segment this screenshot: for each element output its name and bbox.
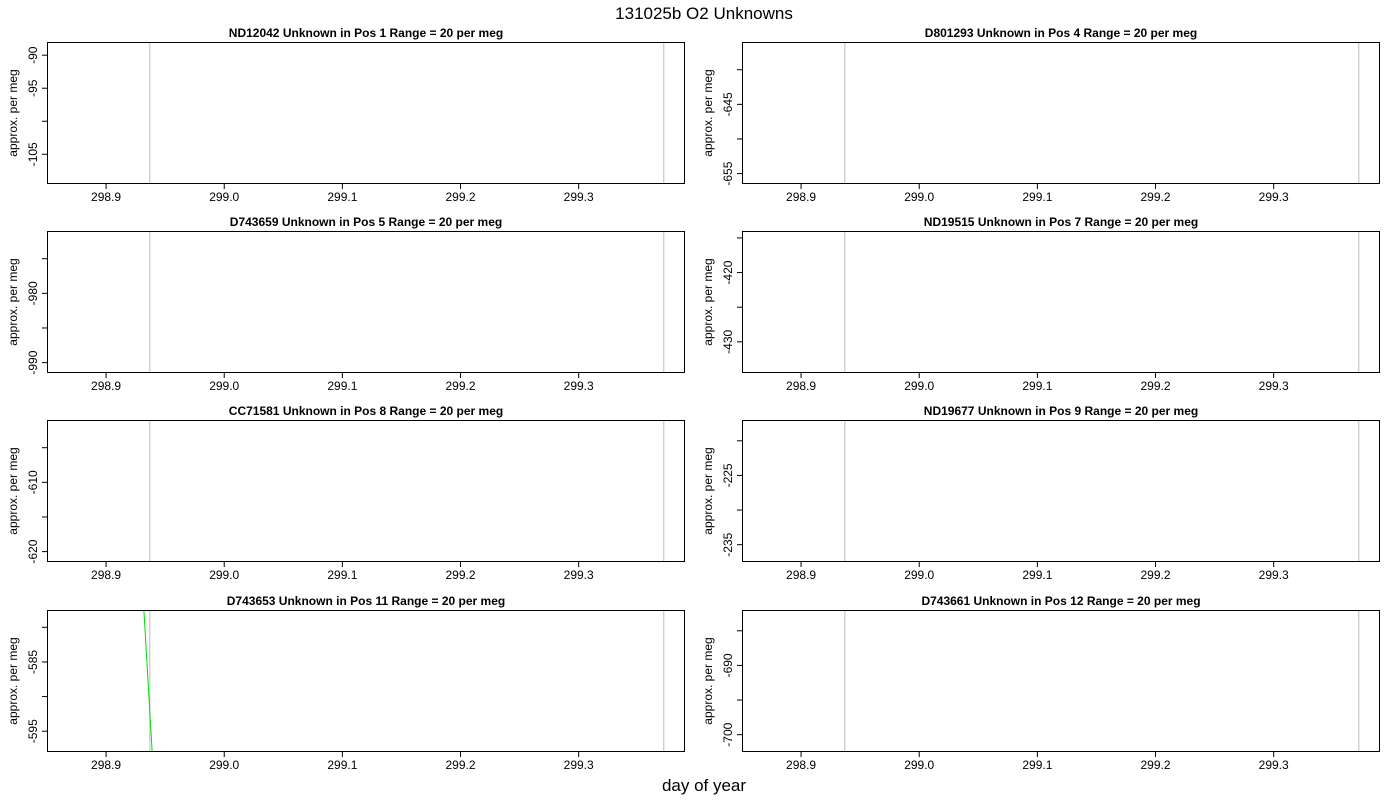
x-tick-label: 299.3 (1259, 568, 1289, 582)
x-tick-label: 299.2 (446, 568, 476, 582)
panel-title: D743661 Unknown in Pos 12 Range = 20 per… (921, 594, 1200, 608)
x-tick-label: 299.1 (327, 758, 357, 772)
y-tick-label: -95 (26, 79, 40, 97)
x-tick-label: 299.1 (1022, 190, 1052, 204)
x-tick-label: 299.1 (327, 379, 357, 393)
figure-title: 131025b O2 Unknowns (615, 4, 793, 23)
x-tick-label: 299.0 (209, 568, 239, 582)
chart-panel-8: 298.9 299.0 299.1 299.2 299.3 -690 -700 approx.… (701, 594, 1380, 772)
y-tick-label: -990 (26, 350, 40, 374)
plot-frame (742, 42, 1380, 184)
chart-panel-3: 298.9 299.0 299.1 299.2 299.3 -980 -990 approx.… (6, 215, 685, 393)
x-tick-label: 298.9 (786, 758, 816, 772)
y-tick-label: -585 (26, 650, 40, 674)
x-tick-label: 298.9 (91, 758, 121, 772)
y-tick-label: -655 (721, 161, 735, 185)
x-tick-label: 298.9 (91, 190, 121, 204)
chart-panel-6: 298.9 299.0 299.1 299.2 299.3 -225 -235 approx.… (701, 404, 1380, 582)
y-tick-label: -105 (26, 142, 40, 166)
x-tick-label: 299.1 (327, 568, 357, 582)
x-tick-label: 299.0 (904, 379, 934, 393)
y-tick-label: -235 (721, 532, 735, 556)
x-tick-label: 299.2 (1141, 758, 1171, 772)
x-tick-label: 298.9 (786, 568, 816, 582)
y-tick-label: -690 (721, 653, 735, 677)
panel-title: D743659 Unknown in Pos 5 Range = 20 per … (230, 215, 502, 229)
y-tick-label: -595 (26, 719, 40, 743)
y-axis-title: approx. per meg (6, 258, 20, 345)
y-axis-title: approx. per meg (701, 69, 715, 156)
y-axis-title: approx. per meg (701, 637, 715, 724)
x-tick-label: 299.1 (1022, 758, 1052, 772)
x-tick-label: 299.2 (446, 379, 476, 393)
chart-panel-2: 298.9 299.0 299.1 299.2 299.3 -645 -655 approx.… (701, 26, 1380, 204)
chart-panel-1: 298.9 299.0 299.1 299.2 299.3 -90 -95 -105 appro… (6, 26, 685, 204)
y-tick-label: -225 (721, 463, 735, 487)
chart-panel-7: 298.9 299.0 299.1 299.2 299.3 -585 -595 approx.… (6, 594, 685, 772)
panel-title: ND19677 Unknown in Pos 9 Range = 20 per … (924, 404, 1198, 418)
plot-frame (742, 610, 1380, 752)
y-axis-title: approx. per meg (6, 447, 20, 534)
y-tick-label: -420 (721, 260, 735, 284)
x-tick-label: 299.3 (564, 758, 594, 772)
plot-frame (742, 231, 1380, 373)
x-tick-label: 299.3 (1259, 758, 1289, 772)
x-axis-title: day of year (662, 776, 746, 795)
x-tick-label: 298.9 (91, 568, 121, 582)
y-tick-label: -700 (721, 722, 735, 746)
panel-title: D743653 Unknown in Pos 11 Range = 20 per… (227, 594, 505, 608)
y-axis-title: approx. per meg (701, 258, 715, 345)
chart-panel-4: 298.9 299.0 299.1 299.2 299.3 -420 -430 approx.… (701, 215, 1380, 393)
x-tick-label: 299.3 (564, 190, 594, 204)
x-tick-label: 299.1 (1022, 568, 1052, 582)
x-tick-label: 299.2 (446, 190, 476, 204)
x-tick-label: 299.0 (904, 568, 934, 582)
x-tick-label: 299.0 (209, 190, 239, 204)
y-axis-title: approx. per meg (6, 637, 20, 724)
x-tick-label: 299.1 (327, 190, 357, 204)
x-tick-label: 299.0 (209, 379, 239, 393)
x-tick-label: 299.3 (564, 379, 594, 393)
chart-panel-5: 298.9 299.0 299.1 299.2 299.3 -610 -620 approx.… (6, 404, 685, 582)
y-tick-label: -610 (26, 470, 40, 494)
y-axis-title: approx. per meg (6, 69, 20, 156)
x-tick-label: 299.0 (904, 758, 934, 772)
panels-container: 298.9 299.0 299.1 299.2 299.3 -90 -95 -105 appro… (6, 26, 1380, 772)
plot-frame (47, 610, 685, 752)
x-tick-label: 299.3 (1259, 190, 1289, 204)
x-tick-label: 299.2 (1141, 379, 1171, 393)
x-tick-label: 299.2 (1141, 190, 1171, 204)
x-tick-label: 299.2 (1141, 568, 1171, 582)
x-tick-label: 298.9 (786, 190, 816, 204)
panel-title: ND19515 Unknown in Pos 7 Range = 20 per … (924, 215, 1198, 229)
plot-frame (47, 42, 685, 184)
x-tick-label: 298.9 (91, 379, 121, 393)
plot-frame (742, 420, 1380, 562)
panel-title: CC71581 Unknown in Pos 8 Range = 20 per … (229, 404, 503, 418)
y-axis-title: approx. per meg (701, 447, 715, 534)
x-tick-label: 299.2 (446, 758, 476, 772)
y-tick-label: -645 (721, 92, 735, 116)
x-tick-label: 299.0 (209, 758, 239, 772)
plot-frame (47, 231, 685, 373)
x-tick-label: 298.9 (786, 379, 816, 393)
panel-title: D801293 Unknown in Pos 4 Range = 20 per … (925, 26, 1197, 40)
x-tick-label: 299.3 (564, 568, 594, 582)
panel-title: ND12042 Unknown in Pos 1 Range = 20 per … (229, 26, 503, 40)
series-line-1 (143, 610, 153, 752)
x-tick-label: 299.0 (904, 190, 934, 204)
y-tick-label: -430 (721, 330, 735, 354)
y-tick-label: -620 (26, 539, 40, 563)
y-tick-label: -90 (26, 46, 40, 64)
x-tick-label: 299.1 (1022, 379, 1052, 393)
y-tick-label: -980 (26, 281, 40, 305)
plot-frame (47, 420, 685, 562)
x-tick-label: 299.3 (1259, 379, 1289, 393)
